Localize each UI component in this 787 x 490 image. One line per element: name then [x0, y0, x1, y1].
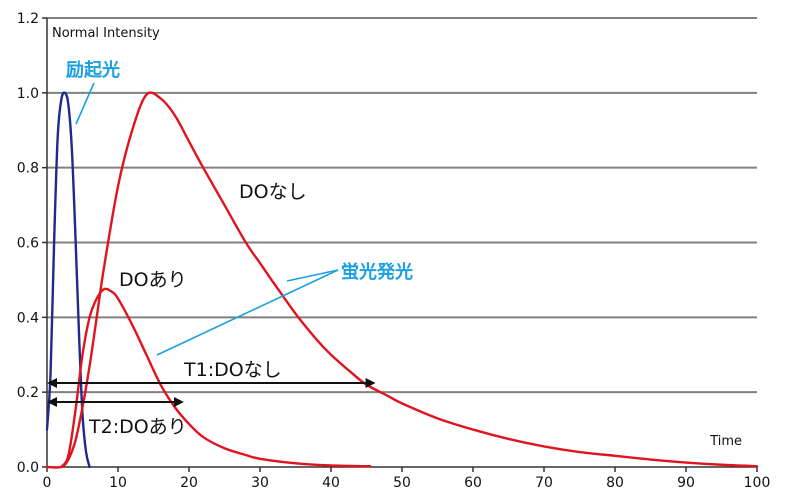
x-tick-label-7: 70	[535, 475, 553, 490]
y-tick-label-6: 1.2	[17, 11, 39, 27]
fluorescence-callout-line-1	[286, 269, 339, 282]
interval-arrows	[47, 378, 376, 407]
x-tick-label-0: 0	[43, 475, 52, 490]
series-line-2	[60, 287, 372, 469]
grid-lines	[47, 17, 757, 394]
x-tick-label-4: 40	[322, 475, 340, 490]
fluorescence-label: 蛍光発光	[341, 261, 413, 283]
series-lines	[45, 91, 759, 469]
y-tick-label-1: 0.2	[17, 385, 39, 401]
t1-label: T1:DOなし	[183, 359, 282, 381]
series-line-1	[45, 91, 759, 469]
annotations: Normal Intensity Time 励起光 蛍光発光 DOなし DOあり…	[52, 26, 742, 449]
y-axis-label: Normal Intensity	[52, 26, 160, 41]
x-tick-label-9: 90	[677, 475, 695, 490]
x-tick-label-6: 60	[464, 475, 482, 490]
excitation-callout-line	[75, 82, 95, 125]
y-tick-label-0: 0.0	[17, 460, 39, 476]
do-none-label: DOなし	[239, 181, 307, 203]
x-tick-label-10: 100	[744, 475, 771, 490]
axes: 0.0 0.2 0.4 0.6 0.8 1.0 1.2 0 10 20 30 40 50 60 70 80 90…	[17, 11, 771, 490]
do-present-label: DOあり	[119, 269, 187, 291]
x-tick-label-2: 20	[180, 475, 198, 490]
y-tick-label-4: 0.8	[17, 161, 39, 177]
excitation-label: 励起光	[66, 59, 120, 81]
x-axis-label: Time	[709, 434, 742, 449]
y-tick-label-5: 1.0	[17, 86, 39, 102]
fluorescence-callout-line-2	[156, 269, 339, 356]
y-tick-label-3: 0.6	[17, 236, 39, 252]
y-tick-label-2: 0.4	[17, 310, 39, 326]
x-tick-label-5: 50	[393, 475, 411, 490]
x-tick-label-8: 80	[606, 475, 624, 490]
x-tick-label-1: 10	[109, 475, 127, 490]
series-line-0	[45, 91, 91, 469]
t2-label: T2:DOあり	[88, 416, 187, 438]
x-tick-label-3: 30	[251, 475, 269, 490]
